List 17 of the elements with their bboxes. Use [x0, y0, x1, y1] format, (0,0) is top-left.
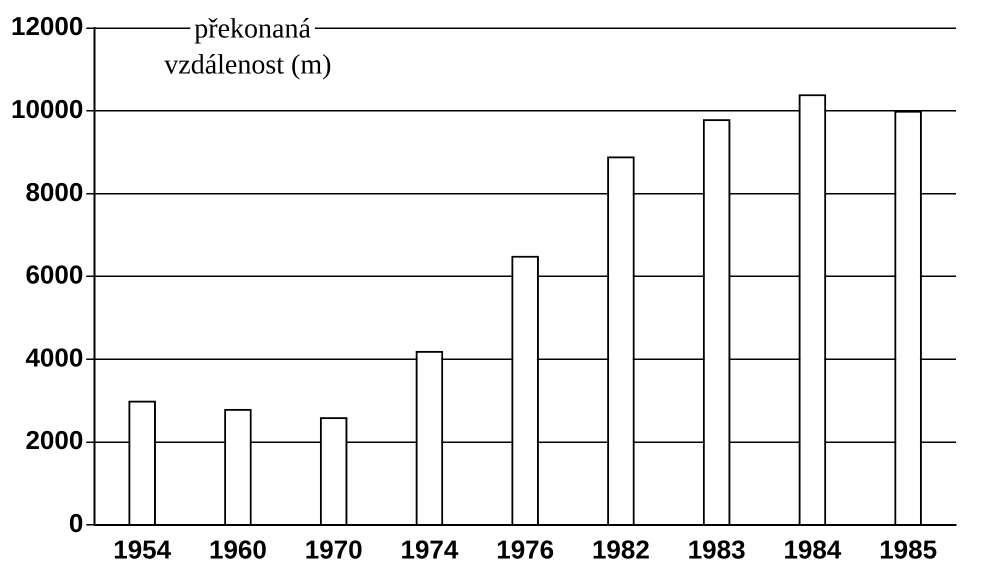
x-tick-label: 1954: [113, 534, 172, 565]
x-tick-label: 1970: [304, 534, 363, 565]
y-tick-label: 2000: [25, 425, 84, 456]
x-tick-label: 1974: [400, 534, 459, 565]
x-tick-label: 1982: [592, 534, 650, 565]
x-tick-label: 1985: [879, 534, 938, 565]
y-tick-label: 4000: [25, 342, 84, 372]
x-tick-label: 1984: [783, 534, 842, 565]
y-tick-label: 12000: [10, 11, 84, 42]
x-tick-label: 1960: [208, 534, 267, 565]
x-tick-label: 1983: [688, 534, 746, 565]
y-tick-label: 8000: [25, 176, 84, 207]
x-tick-label: 1976: [496, 534, 554, 565]
y-tick-label: 0: [68, 508, 84, 538]
y-axis-title: překonaná vzdálenost (m): [164, 13, 332, 80]
y-tick-label: 10000: [10, 94, 84, 124]
y-tick-label: 6000: [25, 260, 84, 290]
